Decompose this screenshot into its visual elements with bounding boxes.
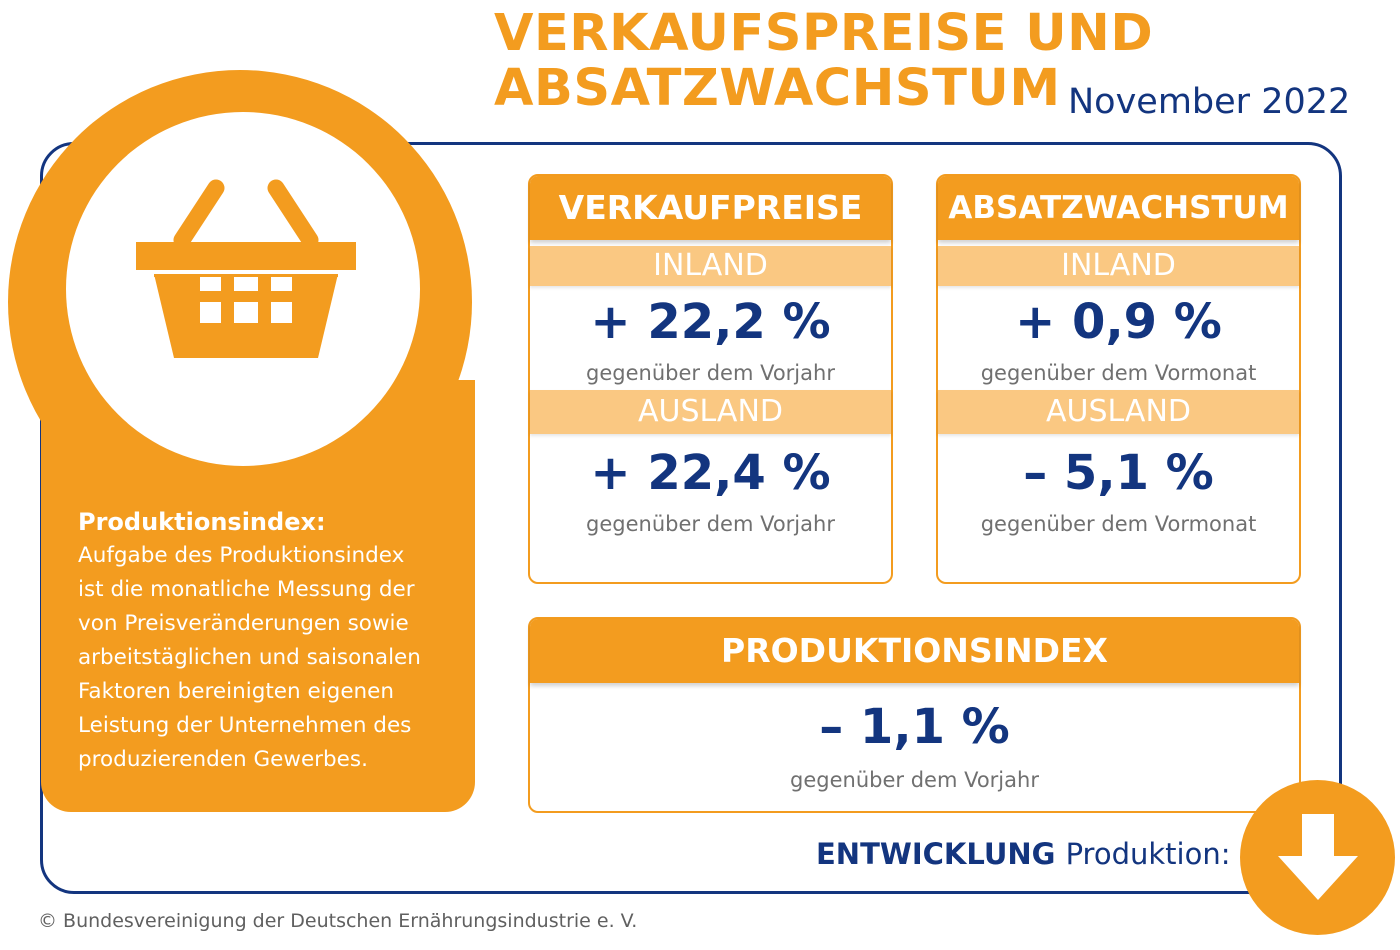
page-title: VERKAUFSPREISE UND ABSATZWACHSTUM <box>494 6 1153 116</box>
title-line-2: ABSATZWACHSTUM <box>494 59 1061 118</box>
entwicklung-label-bold: ENTWICKLUNG <box>816 837 1056 871</box>
info-line: Leistung der Unternehmen des <box>78 713 412 738</box>
verkaufspreise-title: VERKAUFPREISE <box>530 176 891 240</box>
verkaufspreise-inland-label: INLAND <box>530 246 891 286</box>
verkaufspreise-card: VERKAUFPREISE INLAND + 22,2 % gegenüber … <box>528 174 893 584</box>
info-line: Aufgabe des Produktionsindex <box>78 543 405 568</box>
verkaufspreise-ausland-value: + 22,4 % <box>590 445 831 501</box>
info-heading: Produktionsindex: <box>78 508 326 536</box>
info-line: arbeitstäglichen und saisonalen <box>78 645 421 670</box>
absatzwachstum-inland-note: gegenüber dem Vormonat <box>980 361 1257 385</box>
info-line: ist die monatliche Messung der <box>78 577 415 602</box>
produktionsindex-note: gegenüber dem Vorjahr <box>790 768 1039 792</box>
absatzwachstum-ausland-label: AUSLAND <box>938 390 1299 434</box>
verkaufspreise-inland-note: gegenüber dem Vorjahr <box>586 361 835 385</box>
shopping-basket-icon <box>136 179 356 358</box>
copyright-text: © Bundesvereinigung der Deutschen Ernähr… <box>38 910 638 932</box>
absatzwachstum-title: ABSATZWACHSTUM <box>938 176 1299 240</box>
verkaufspreise-ausland-label: AUSLAND <box>530 390 891 434</box>
info-text: Produktionsindex: Aufgabe des Produktion… <box>78 505 463 777</box>
absatzwachstum-ausland-value: – 5,1 % <box>1023 445 1214 501</box>
verkaufspreise-ausland-note: gegenüber dem Vorjahr <box>586 512 835 536</box>
absatzwachstum-ausland-note: gegenüber dem Vormonat <box>980 512 1257 536</box>
info-line: produzierenden Gewerbes. <box>78 747 368 772</box>
absatzwachstum-inland-label: INLAND <box>938 246 1299 286</box>
info-line: von Preisveränderungen sowie <box>78 611 409 636</box>
arrow-down-icon <box>1240 780 1395 935</box>
date-label: November 2022 <box>1068 82 1351 122</box>
entwicklung-label: ENTWICKLUNG Produktion: <box>816 834 1231 874</box>
verkaufspreise-inland-value: + 22,2 % <box>590 294 831 350</box>
title-line-1: VERKAUFSPREISE UND <box>494 4 1154 63</box>
produktionsindex-card: PRODUKTIONSINDEX – 1,1 % gegenüber dem V… <box>528 617 1301 813</box>
absatzwachstum-card: ABSATZWACHSTUM INLAND + 0,9 % gegenüber … <box>936 174 1301 584</box>
produktionsindex-value: – 1,1 % <box>819 699 1010 755</box>
entwicklung-label-light: Produktion: <box>1065 837 1231 871</box>
produktionsindex-title: PRODUKTIONSINDEX <box>530 619 1299 683</box>
info-line: Faktoren bereinigten eigenen <box>78 679 395 704</box>
absatzwachstum-inland-value: + 0,9 % <box>1015 294 1222 350</box>
arrow-down-glyph <box>1278 814 1358 900</box>
